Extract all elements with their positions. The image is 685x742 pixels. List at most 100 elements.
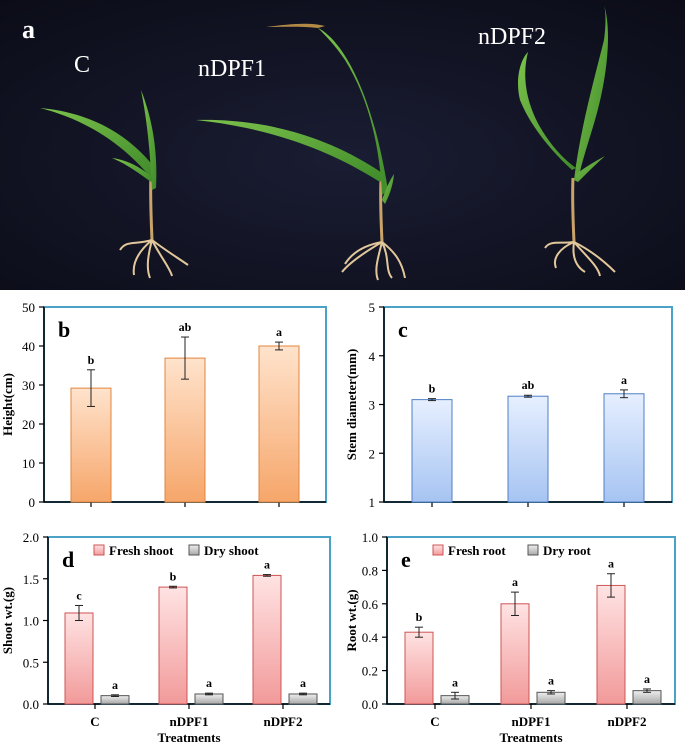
- plant-control-roots: [119, 239, 189, 279]
- panel-letter: e: [401, 547, 411, 572]
- legend-swatch: [188, 544, 200, 556]
- plant-ndpf1-roots: [341, 241, 406, 281]
- y-axis-label: Height(cm): [0, 373, 15, 436]
- bar: [507, 395, 549, 503]
- x-tick-label: C: [430, 714, 439, 729]
- x-tick-label: nDPF2: [264, 714, 303, 729]
- bar: [164, 357, 206, 503]
- plant-ndpf2: [517, 5, 616, 277]
- y-tick-label: 30: [22, 378, 35, 393]
- bar: [288, 693, 318, 705]
- bar: [603, 393, 645, 503]
- legend-swatch: [527, 544, 539, 556]
- significance-letter: b: [170, 569, 177, 583]
- legend-swatch: [93, 544, 105, 556]
- bar: [500, 603, 530, 705]
- chart-panel-shoot-weight: 0.0 0.5 1.0 1.5 2.0 Shoot wt.(g) d C nDPF1 nDPF2 T…: [0, 530, 331, 742]
- panel-letter-a: a: [22, 15, 35, 44]
- y-tick-label: 10: [22, 456, 35, 471]
- y-tick-label: 1.0: [23, 614, 39, 629]
- y-tick-label: 0.4: [362, 630, 379, 645]
- y-tick-label: 1: [369, 495, 376, 510]
- plant-control-leaf: [141, 90, 157, 190]
- y-tick-label: 0.2: [362, 664, 378, 679]
- significance-letter: a: [276, 325, 282, 339]
- y-tick-label: 1.5: [23, 572, 39, 587]
- plant-ndpf2-leaf: [517, 52, 576, 170]
- x-tick-label: C: [86, 512, 95, 515]
- panel-letter: b: [58, 317, 70, 342]
- bar: [404, 631, 434, 705]
- bar: [70, 387, 112, 503]
- chart-panel-root-weight: 0.0 0.2 0.4 0.6 0.8 1.0 Root wt.(g) e C nDPF1 nDPF…: [344, 530, 676, 742]
- y-tick-label: 3: [369, 398, 376, 413]
- x-tick-label: nDPF2: [260, 512, 299, 515]
- x-tick-label: nDPF1: [509, 512, 548, 515]
- plant-control-leaf: [112, 158, 153, 182]
- x-axis-label: Treatments: [157, 730, 220, 742]
- y-tick-label: 4: [369, 349, 376, 364]
- y-tick-label: 0.5: [23, 655, 39, 670]
- x-tick-label: C: [427, 512, 436, 515]
- photo-label-control: C: [74, 52, 90, 78]
- y-tick-label: 1.0: [362, 530, 378, 545]
- photo-label-ndpf2: nDPF2: [478, 24, 546, 50]
- bar: [596, 584, 626, 705]
- significance-letter: a: [608, 557, 614, 571]
- legend-label: Fresh root: [448, 543, 506, 558]
- significance-letter: ab: [522, 378, 535, 392]
- x-tick-label: nDPF1: [166, 512, 205, 515]
- legend-swatch: [432, 544, 444, 556]
- y-tick-label: 0: [29, 495, 36, 510]
- plant-photo: a C nDPF1 nDPF2: [0, 0, 685, 290]
- y-tick-label: 40: [22, 339, 35, 354]
- plant-ndpf1-leaf: [196, 119, 385, 182]
- plant-ndpf1-leaf: [382, 174, 394, 204]
- y-axis-label: Shoot wt.(g): [0, 587, 15, 654]
- y-tick-label: 5: [369, 300, 376, 315]
- bar: [194, 693, 224, 705]
- y-tick-label: 20: [22, 417, 35, 432]
- y-tick-label: 50: [22, 300, 35, 315]
- significance-letter: a: [644, 672, 650, 686]
- y-tick-label: 2.0: [23, 530, 39, 545]
- significance-letter: a: [512, 575, 518, 589]
- significance-letter: b: [88, 353, 95, 367]
- plant-ndpf1-stem: [379, 179, 384, 243]
- x-axis-label: Treatments: [499, 730, 562, 742]
- significance-letter: a: [112, 678, 118, 692]
- significance-letter: a: [264, 558, 270, 572]
- y-tick-label: 2: [369, 446, 376, 461]
- plant-control: [40, 90, 189, 279]
- significance-letter: a: [548, 674, 554, 688]
- y-tick-label: 0.8: [362, 563, 378, 578]
- x-tick-label: nDPF2: [605, 512, 644, 515]
- significance-letter: b: [429, 382, 436, 396]
- legend-label: Dry root: [543, 543, 591, 558]
- y-axis-label: Stem diameter(mm): [344, 349, 359, 461]
- significance-letter: b: [416, 610, 423, 624]
- significance-letter: a: [452, 675, 458, 689]
- x-tick-label: nDPF1: [170, 714, 209, 729]
- y-tick-label: 0.0: [23, 697, 39, 712]
- x-tick-label: nDPF1: [512, 714, 551, 729]
- bar: [64, 612, 94, 705]
- plant-ndpf2-leaf: [575, 156, 605, 182]
- plant-ndpf2-stem: [571, 177, 576, 243]
- panel-letter: c: [398, 317, 408, 342]
- plant-ndpf1: [196, 23, 406, 281]
- panel-letter: d: [62, 547, 74, 572]
- legend-label: Dry shoot: [204, 543, 259, 558]
- significance-letter: c: [76, 588, 82, 602]
- plant-ndpf1-leaf: [266, 23, 325, 28]
- x-tick-label: nDPF2: [608, 714, 647, 729]
- photo-label-ndpf1: nDPF1: [198, 56, 266, 82]
- bar: [258, 345, 300, 503]
- x-tick-label: C: [90, 714, 99, 729]
- plant-ndpf1-leaf: [318, 28, 388, 195]
- significance-letter: a: [621, 373, 627, 387]
- plant-ndpf2-leaf: [574, 5, 608, 182]
- y-tick-label: 0.0: [362, 697, 378, 712]
